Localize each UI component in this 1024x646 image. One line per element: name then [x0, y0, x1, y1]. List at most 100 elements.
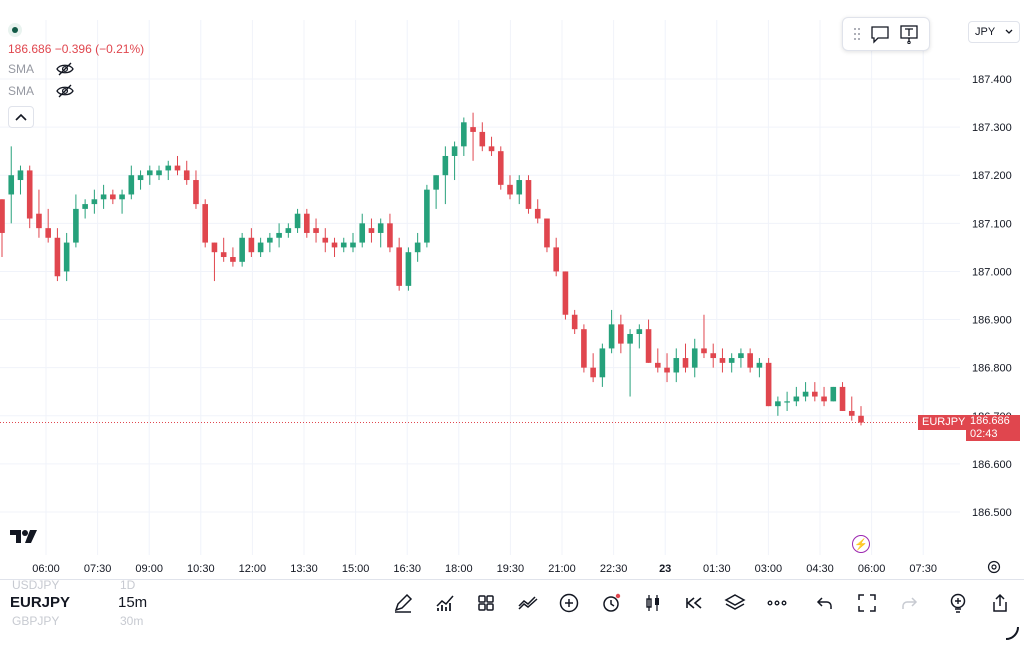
chart-type-button[interactable]	[640, 590, 666, 616]
time-tick-label: 13:30	[290, 563, 318, 575]
candle	[507, 175, 513, 200]
symbol-prev[interactable]: USDJPY	[12, 578, 60, 592]
candle-body	[73, 208, 79, 243]
candle-body	[165, 165, 172, 171]
candle	[8, 146, 15, 224]
interval-prev[interactable]: 1D	[120, 578, 136, 592]
candle	[156, 165, 162, 181]
candle-body	[304, 213, 310, 233]
sma-indicator-2[interactable]: SMA	[8, 84, 74, 98]
compare-button[interactable]	[515, 590, 541, 616]
market-status-dot[interactable]	[8, 22, 22, 37]
candle	[414, 232, 421, 262]
bottom-toolbar: USDJPY EURJPY GBPJPY 1D 15m 30m	[0, 578, 1024, 646]
currency-select[interactable]: JPY	[968, 21, 1020, 43]
sma-label: SMA	[8, 84, 35, 98]
candle	[128, 165, 135, 200]
candle	[239, 232, 245, 267]
time-tick-label: 12:00	[239, 563, 267, 575]
candle-body	[433, 175, 439, 190]
replay-button[interactable]	[681, 590, 707, 616]
sma-indicator-1[interactable]: SMA	[8, 62, 74, 76]
candle	[257, 237, 264, 258]
price-tick-label: 187.100	[972, 218, 1012, 230]
candle	[119, 189, 125, 214]
candle	[488, 136, 495, 156]
candle-body	[821, 396, 827, 402]
time-tick-label: 04:30	[806, 563, 834, 575]
currency-value: JPY	[975, 26, 996, 38]
candle	[63, 232, 70, 282]
candle	[793, 386, 800, 407]
candle	[590, 353, 596, 383]
candle-body	[26, 170, 33, 219]
price-chart[interactable]: 187.400 187.300 187.200 187.100 187.000 186.9…	[0, 0, 1024, 580]
current-price-value: 186.686	[970, 415, 1010, 427]
drag-handle-icon[interactable]	[853, 27, 861, 41]
candle-body	[608, 324, 615, 349]
candle-body	[405, 252, 412, 286]
symbol-next[interactable]: GBPJPY	[12, 614, 60, 628]
fullscreen-button[interactable]	[854, 590, 880, 616]
candle	[17, 165, 24, 195]
candle-body	[331, 242, 338, 248]
symbol-current[interactable]: EURJPY	[10, 594, 71, 611]
symbol-legend	[8, 22, 22, 37]
layers-icon	[724, 594, 746, 610]
chevron-down-icon	[1005, 29, 1013, 34]
time-tick-label: 19:30	[497, 563, 525, 575]
comment-icon[interactable]	[870, 24, 890, 44]
candle-body	[119, 194, 125, 200]
time-tick-label: 06:00	[32, 563, 60, 575]
candle	[183, 160, 190, 185]
candle-body	[230, 257, 236, 262]
candle-body	[313, 228, 319, 233]
resize-handle-icon[interactable]	[1004, 625, 1020, 641]
candle-body	[544, 218, 550, 248]
floating-drawing-toolbar	[842, 17, 930, 51]
candle	[442, 146, 449, 205]
candle	[738, 348, 744, 368]
add-button[interactable]	[556, 590, 582, 616]
candle	[784, 391, 790, 411]
eye-slash-icon[interactable]	[56, 62, 74, 76]
candle	[36, 189, 42, 238]
eye-slash-icon[interactable]	[56, 84, 74, 98]
layout-button[interactable]	[473, 590, 499, 616]
object-tree-button[interactable]	[722, 590, 748, 616]
candles-icon	[646, 595, 659, 611]
interval-current[interactable]: 15m	[118, 594, 148, 611]
collapse-legend-button[interactable]	[8, 106, 34, 128]
ideas-button[interactable]	[945, 590, 971, 616]
candle	[719, 348, 726, 373]
tradingview-logo[interactable]	[10, 528, 38, 549]
price-tick-label: 187.200	[972, 170, 1012, 182]
candle	[0, 199, 5, 258]
candle-body	[193, 180, 199, 205]
candle-body	[285, 228, 292, 233]
indicators-button[interactable]	[432, 590, 458, 616]
candle-body	[682, 358, 689, 368]
candle	[571, 309, 578, 334]
time-tick-label: 21:00	[548, 563, 576, 575]
candle-body	[128, 175, 135, 195]
share-icon	[993, 593, 1007, 612]
lightning-icon[interactable]: ⚡	[852, 535, 870, 553]
candle-body	[590, 367, 596, 378]
alert-button[interactable]	[598, 590, 624, 616]
candle-body	[8, 175, 15, 195]
share-button[interactable]	[987, 590, 1013, 616]
draw-tool-button[interactable]	[390, 590, 416, 616]
text-tool-icon[interactable]	[899, 24, 919, 44]
more-button[interactable]	[764, 590, 790, 616]
candle-body	[82, 204, 88, 209]
redo-button[interactable]	[896, 590, 922, 616]
axis-settings-icon[interactable]	[987, 560, 1001, 574]
time-tick-label: 23	[659, 563, 671, 575]
interval-next[interactable]: 30m	[120, 614, 144, 628]
candle	[497, 146, 504, 190]
candle-body	[516, 180, 523, 195]
undo-button[interactable]	[812, 590, 838, 616]
candle	[202, 199, 209, 248]
candle-body	[636, 329, 643, 334]
